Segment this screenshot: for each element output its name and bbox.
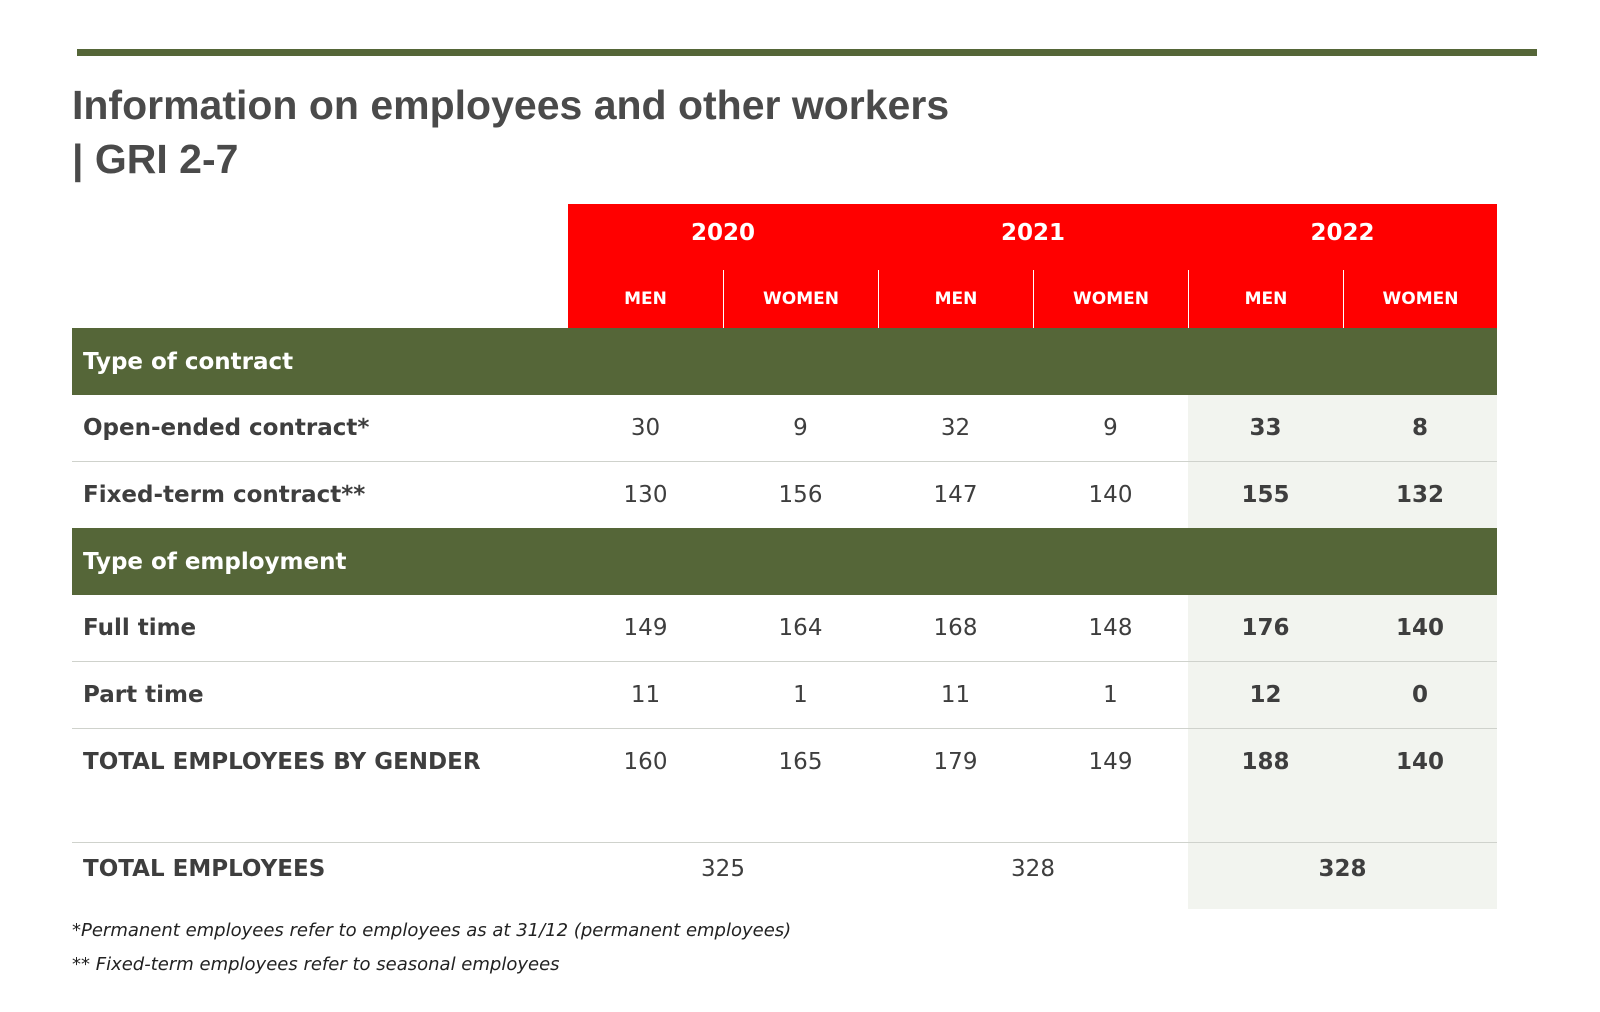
row-divider: [72, 842, 1497, 843]
table-cell: 11: [940, 682, 971, 708]
year-header-2022: 2022: [1310, 220, 1375, 246]
section-type-of-employment: Type of employment: [72, 528, 1497, 595]
section-type-of-contract: Type of contract: [72, 328, 1497, 395]
table-cell: 149: [1088, 749, 1133, 775]
row-label: Full time: [83, 615, 197, 641]
table-cell: 33: [1249, 415, 1282, 441]
table-cell: 168: [933, 615, 978, 641]
row-label: Open-ended contract*: [83, 415, 370, 441]
table-cell: 9: [793, 415, 808, 441]
gender-header: MEN: [878, 270, 1033, 328]
row-divider: [72, 661, 1497, 662]
row-divider: [72, 728, 1497, 729]
footnote: ** Fixed-term employees refer to seasona…: [72, 954, 560, 975]
row-label: TOTAL EMPLOYEES BY GENDER: [83, 749, 481, 775]
row-label: TOTAL EMPLOYEES: [83, 856, 326, 882]
table-cell: 130: [623, 482, 668, 508]
gender-header: MEN: [624, 289, 667, 309]
table-cell: 149: [623, 615, 668, 641]
year-header-2021: 2021: [1000, 220, 1065, 246]
table-cell: 1: [793, 682, 808, 708]
table-cell: 147: [933, 482, 978, 508]
table-cell: 132: [1395, 482, 1444, 508]
gender-header: WOMEN: [1033, 270, 1188, 328]
highlight-2022: [1188, 843, 1497, 909]
table-cell: 9: [1103, 415, 1118, 441]
table-cell: 140: [1395, 749, 1444, 775]
footnote: *Permanent employees refer to employees …: [72, 920, 792, 941]
table-cell: 8: [1411, 415, 1428, 441]
table-cell: 148: [1088, 615, 1133, 641]
row-divider: [72, 461, 1497, 462]
total-cell: 328: [1011, 856, 1055, 882]
total-cell: 325: [701, 856, 745, 882]
title-line-1: Information on employees and other worke…: [72, 82, 950, 128]
row-label: Part time: [83, 682, 204, 708]
gender-header: MEN: [1188, 270, 1343, 328]
table-cell: 188: [1241, 749, 1290, 775]
table-cell: 140: [1088, 482, 1133, 508]
table-cell: 176: [1241, 615, 1290, 641]
gender-header: WOMEN: [723, 270, 878, 328]
total-cell: 328: [1318, 856, 1367, 882]
top-accent-bar: [77, 49, 1537, 56]
row-label: Fixed-term contract**: [83, 482, 366, 508]
gender-header: WOMEN: [1343, 270, 1497, 328]
table-cell: 160: [623, 749, 668, 775]
title-line-2: | GRI 2-7: [72, 136, 239, 182]
table-cell: 164: [778, 615, 823, 641]
table-cell: 1: [1103, 682, 1118, 708]
table-cell: 165: [778, 749, 823, 775]
table-cell: 140: [1395, 615, 1444, 641]
table-cell: 12: [1249, 682, 1282, 708]
table-cell: 155: [1241, 482, 1290, 508]
table-cell: 30: [630, 415, 661, 441]
table-cell: 0: [1411, 682, 1428, 708]
table-cell: 179: [933, 749, 978, 775]
page-title: Information on employees and other worke…: [72, 78, 1172, 186]
year-header-2020: 2020: [690, 220, 755, 246]
table-cell: 32: [940, 415, 971, 441]
table-header: [568, 204, 1497, 328]
table-cell: 156: [778, 482, 823, 508]
table-cell: 11: [630, 682, 661, 708]
